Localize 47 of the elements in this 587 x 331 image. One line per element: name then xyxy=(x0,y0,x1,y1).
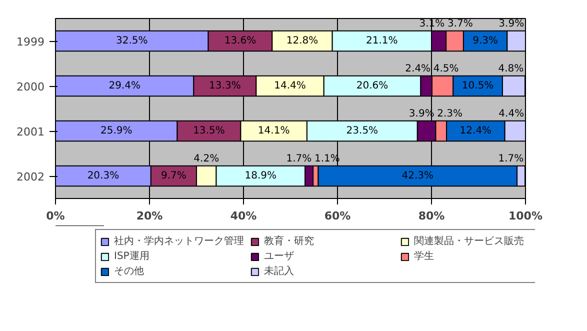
y-tick-label: 2001 xyxy=(16,126,45,138)
data-label: 20.6% xyxy=(356,80,388,92)
legend-label: 社内・学内ネットワーク管理 xyxy=(114,234,245,248)
data-label: 4.5% xyxy=(433,64,459,75)
data-label: 14.4% xyxy=(274,80,306,92)
data-label: 4.2% xyxy=(194,154,220,165)
legend-label: 関連製品・サービス販売 xyxy=(414,234,525,248)
x-tick-label: 20% xyxy=(136,210,163,222)
data-label: 13.3% xyxy=(209,80,241,92)
legend-label: ISP運用 xyxy=(114,250,150,263)
data-label: 1.7% xyxy=(498,154,524,165)
y-tick-label: 2000 xyxy=(16,80,45,94)
data-label: 2.3% xyxy=(437,108,463,120)
data-label: 4.8% xyxy=(498,64,524,75)
data-label: 3.9% xyxy=(498,18,524,30)
data-label: 9.7% xyxy=(161,170,186,182)
legend-label: 教育・研究 xyxy=(264,234,315,248)
data-label: 2.4% xyxy=(405,64,431,75)
data-label: 20.3% xyxy=(87,170,120,182)
data-label: 13.6% xyxy=(224,36,256,46)
data-label: 12.4% xyxy=(460,126,492,136)
data-label: 25.9% xyxy=(100,126,132,136)
data-label: 3.7% xyxy=(447,18,473,30)
legend-label: ユーザ xyxy=(264,250,295,263)
data-label: 21.1% xyxy=(366,36,398,46)
data-label: 12.8% xyxy=(286,36,318,46)
x-tick-label: 100% xyxy=(508,210,542,222)
data-label: 1.7% xyxy=(286,154,312,165)
data-label: 13.5% xyxy=(193,126,225,136)
legend-label: その他 xyxy=(114,265,145,278)
legend-label: 学生 xyxy=(414,250,435,263)
data-label: 42.3% xyxy=(402,170,434,182)
x-tick-label: 60% xyxy=(324,210,351,222)
data-label: 9.3% xyxy=(472,36,498,46)
y-tick-label: 2002 xyxy=(16,170,45,184)
data-label: 23.5% xyxy=(346,126,378,136)
data-label: 18.9% xyxy=(244,170,277,182)
x-tick-label: 40% xyxy=(230,210,257,222)
data-label: 32.5% xyxy=(116,36,148,46)
data-label: 14.1% xyxy=(258,126,290,136)
legend-label: 未記入 xyxy=(264,264,295,278)
y-tick-label: 1999 xyxy=(16,36,45,48)
data-label: 10.5% xyxy=(462,80,494,92)
data-label: 4.4% xyxy=(498,108,524,120)
data-label: 29.4% xyxy=(108,80,140,92)
x-tick-label: 80% xyxy=(418,210,445,222)
x-tick-label: 0% xyxy=(46,210,65,222)
